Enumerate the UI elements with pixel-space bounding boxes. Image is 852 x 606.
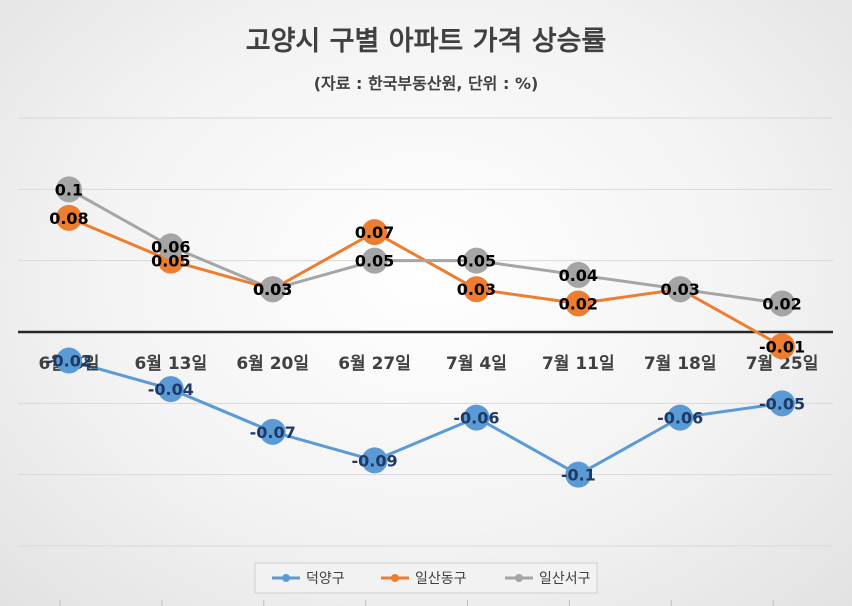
data-point (463, 276, 490, 303)
x-tick-label: 7월 11일 (542, 354, 615, 374)
data-point (55, 176, 82, 203)
data-label: -0.07 (250, 423, 296, 442)
data-point (769, 290, 796, 317)
data-label: 0.06 (151, 237, 190, 256)
data-label: 0.08 (49, 209, 88, 228)
legend-label: 덕양구 (306, 571, 345, 587)
data-label: 0.04 (559, 266, 598, 285)
x-tick-label: 6월 13일 (134, 354, 207, 374)
data-label: 0.02 (559, 294, 598, 313)
data-label: 0.07 (355, 223, 394, 242)
data-label: 0.03 (457, 280, 496, 299)
data-label: 0.05 (151, 252, 190, 271)
legend-marker (282, 574, 290, 582)
data-label: 0.03 (253, 280, 292, 299)
legend-label: 일산서구 (539, 571, 591, 587)
data-label: -0.04 (148, 380, 194, 399)
data-point (259, 276, 286, 303)
x-tick-label: 6월 20일 (236, 354, 309, 374)
data-points (55, 176, 796, 488)
data-label: -0.1 (561, 466, 596, 485)
chart-title: 고양시 구별 아파트 가격 상승률 (246, 26, 607, 57)
x-tick-label: 7월 25일 (746, 354, 819, 374)
data-label: 0.02 (762, 294, 801, 313)
data-label: -0.02 (46, 352, 92, 371)
data-label: 0.05 (457, 252, 496, 271)
legend-marker (515, 574, 523, 582)
data-point (157, 233, 184, 260)
data-point (55, 347, 82, 374)
data-point (361, 247, 388, 274)
legend-marker (391, 574, 399, 582)
data-label: -0.06 (657, 409, 703, 428)
data-point (769, 333, 796, 360)
x-axis-tick-labels: 6월 6일 6월 13일 6월 20일 6월 27일 7월 4일 7월 11일 7월 18일… (39, 354, 819, 374)
chart-subtitle: (자료 : 한국부동산원, 단위 : %) (314, 74, 539, 93)
series-line (68, 188, 783, 305)
data-label: -0.01 (759, 337, 805, 356)
data-point (157, 376, 184, 403)
data-label: 0.03 (660, 280, 699, 299)
data-point (769, 390, 796, 417)
data-label: 0.1 (55, 180, 83, 199)
data-label: -0.06 (453, 409, 499, 428)
data-point (667, 276, 694, 303)
data-point (565, 461, 592, 488)
x-tick-label: 7월 18일 (644, 354, 717, 374)
data-point (463, 404, 490, 431)
data-label: 0.03 (253, 280, 292, 299)
legend-box (254, 562, 598, 594)
data-point (463, 247, 490, 274)
data-labels: -0.02 -0.04 -0.07 -0.09 -0.06 -0.1 -0.06 -0.05 0… (46, 180, 805, 484)
series-lines (68, 188, 783, 477)
x-tick-label: 6월 27일 (338, 354, 411, 374)
data-point (259, 418, 286, 445)
data-point (565, 290, 592, 317)
series-line (68, 359, 783, 477)
data-label: -0.09 (352, 451, 398, 470)
data-point (667, 404, 694, 431)
legend: 덕양구 일산동구 일산서구 (254, 562, 598, 594)
data-point (361, 447, 388, 474)
data-label: -0.05 (759, 394, 805, 413)
data-label: 0.05 (355, 252, 394, 271)
legend-label: 일산동구 (415, 571, 467, 587)
data-point (565, 261, 592, 288)
x-tick-label: 7월 4일 (446, 354, 507, 374)
data-point (55, 204, 82, 231)
data-point (361, 219, 388, 246)
